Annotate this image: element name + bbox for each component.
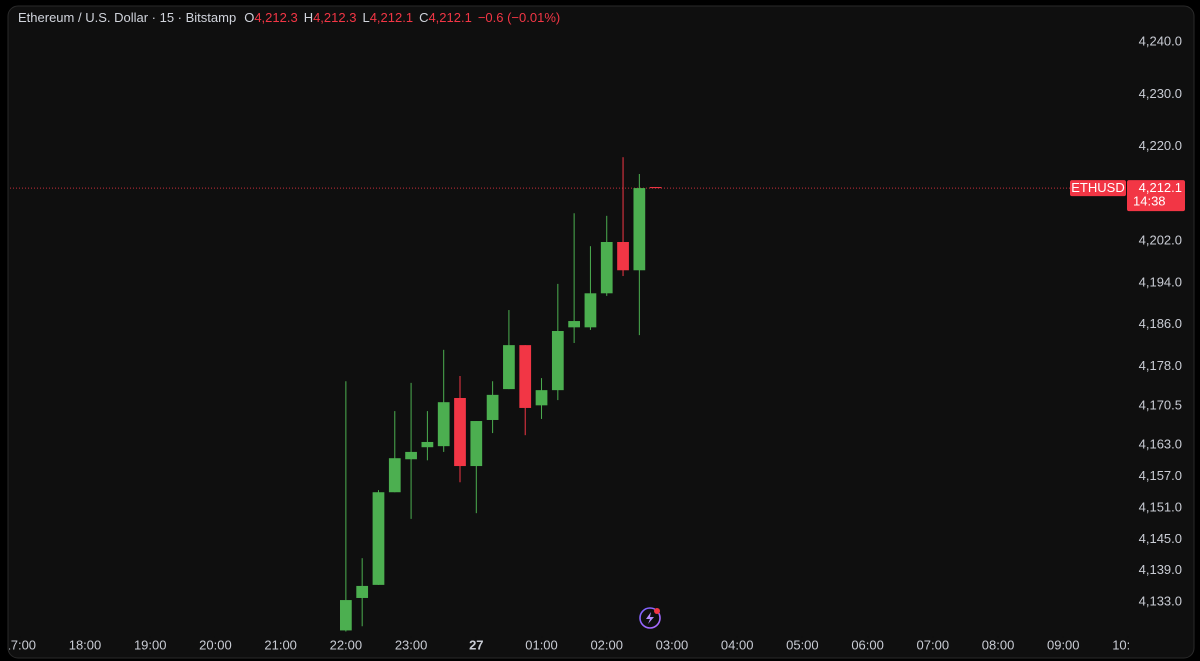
x-tick-label: 04:00: [721, 637, 754, 652]
candle-body: [568, 321, 580, 328]
y-tick-label: 4,230.0: [1139, 86, 1182, 101]
assistant-icon[interactable]: [639, 607, 661, 629]
candle-body: [649, 187, 662, 189]
icon-ring[interactable]: [639, 607, 661, 629]
candle-body: [633, 188, 646, 271]
candle-body: [340, 600, 352, 631]
y-tick-label: 4,163.0: [1139, 437, 1182, 452]
icon-dot[interactable]: [654, 608, 660, 614]
candle-body: [617, 242, 629, 271]
axes: 4,133.0 4,139.0 4,145.0 4,151.0 4,157.0 4,163…: [4, 33, 1185, 652]
plot: [10, 157, 1070, 632]
candle-body: [454, 398, 466, 467]
x-tick-label: 02:00: [590, 637, 623, 652]
candle-body: [470, 421, 483, 467]
y-tick-label: 4,194.0: [1139, 274, 1182, 289]
candle-body: [421, 441, 434, 448]
candle-body: [437, 402, 450, 447]
candle-body: [388, 458, 401, 493]
x-tick-label: 06:00: [851, 637, 884, 652]
legend-value: 4,212.1: [428, 10, 471, 25]
legend-value: 4,212.3: [313, 10, 356, 25]
symbol-tag-label: ETHUSD: [1071, 180, 1124, 195]
countdown-label: 14:38: [1133, 194, 1166, 209]
candle-body: [405, 451, 417, 460]
symbol-tag: [1070, 180, 1126, 197]
y-tick-label: 4,178.0: [1139, 358, 1182, 373]
legend-value: 4,212.1: [370, 10, 413, 25]
change: −0.6 (−0.01%): [478, 10, 560, 25]
x-tick-label: 21:00: [264, 637, 297, 652]
x-tick-label: 18:00: [69, 637, 102, 652]
legend-key: H: [304, 10, 313, 25]
candle-body: [519, 345, 532, 408]
y-tick-label: 4,186.0: [1139, 316, 1182, 331]
candle-body: [535, 390, 548, 406]
x-tick-label: 07:00: [917, 637, 950, 652]
x-tick-label: 03:00: [656, 637, 689, 652]
header: Ethereum / U.S. Dollar · 15 · Bitstamp O4…: [18, 10, 560, 25]
x-tick-label: 05:00: [786, 637, 819, 652]
x-tick-label: 09:00: [1047, 637, 1080, 652]
y-tick-label: 4,151.0: [1139, 499, 1182, 514]
y-tick-label: 4,157.0: [1139, 468, 1182, 483]
x-tick-label: 20:00: [199, 637, 232, 652]
y-tick-label: 4,170.5: [1139, 397, 1182, 412]
y-tick-label: 4,139.0: [1139, 562, 1182, 577]
candle-body: [486, 394, 499, 420]
x-tick-label: 23:00: [395, 637, 428, 652]
title: Ethereum / U.S. Dollar · 15 · Bitstamp: [18, 10, 236, 25]
x-tick-label: 22:00: [330, 637, 363, 652]
legend-key: O: [244, 10, 254, 25]
candle-body: [503, 345, 515, 390]
icon-bolt[interactable]: [646, 612, 654, 624]
x-tick-label: 10:00: [1112, 637, 1145, 652]
x-tick-label: 27: [469, 637, 483, 652]
candle-body: [600, 242, 613, 294]
chart-panel: [7, 5, 1195, 659]
y-tick-label: 4,145.0: [1139, 531, 1182, 546]
x-tick-label: 01:00: [525, 637, 558, 652]
candle-body: [551, 330, 564, 391]
legend-key: C: [419, 10, 428, 25]
price-tag-label: 4,212.1: [1139, 180, 1182, 195]
y-tick-label: 4,202.0: [1139, 232, 1182, 247]
candle-body: [584, 293, 597, 328]
legend-key: L: [362, 10, 369, 25]
candle-body: [372, 492, 385, 585]
x-tick-label: 19:00: [134, 637, 167, 652]
x-tick-label: 17:00: [4, 637, 37, 652]
y-tick-label: 4,240.0: [1139, 33, 1182, 48]
y-tick-label: 4,133.0: [1139, 594, 1182, 609]
price-tag: [1127, 180, 1185, 212]
candle-body: [356, 585, 369, 598]
legend-value: 4,212.3: [254, 10, 297, 25]
x-axis: 17:00 18:00 19:00 20:00 21:00 22:00 23:00 27 01:…: [4, 636, 1145, 652]
x-tick-label: 08:00: [982, 637, 1015, 652]
y-tick-label: 4,220.0: [1139, 138, 1182, 153]
